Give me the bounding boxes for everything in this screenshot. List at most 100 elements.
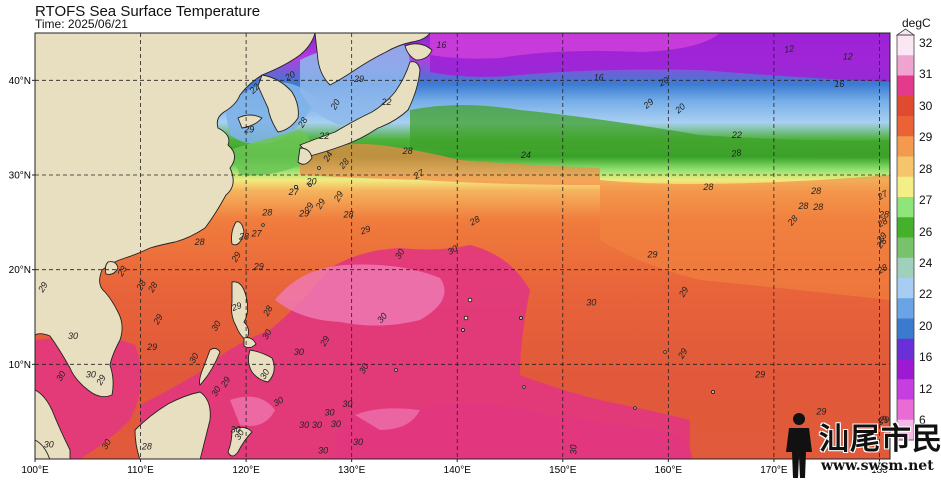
contour-label: 29 — [875, 414, 890, 428]
contour-label: 30 — [586, 298, 596, 308]
contour-label: 29 — [878, 415, 889, 425]
north-magenta — [430, 33, 720, 59]
colorbar-segment — [897, 217, 914, 238]
contour-label: 20 — [282, 69, 297, 83]
contour-label: 30 — [86, 370, 96, 380]
x-tick-label: 140°E — [444, 465, 472, 476]
contour-label: 24 — [520, 150, 531, 160]
contour-label: 12 — [783, 43, 795, 55]
colorbar-unit: degC — [902, 16, 931, 30]
contour-label: 30 — [68, 331, 78, 341]
contour-label: 28 — [875, 262, 890, 276]
colorbar-segment — [897, 176, 914, 198]
contour-label: 30 — [324, 407, 334, 417]
colorbar-segment — [897, 35, 914, 56]
sumatra — [35, 439, 51, 459]
contour-label: 30 — [446, 243, 460, 257]
russia-coast — [314, 33, 431, 86]
contour-label: 28 — [342, 210, 353, 220]
asia-mainland — [35, 33, 316, 398]
contour-label: 30 — [232, 428, 246, 442]
visayas — [243, 337, 257, 349]
contour-label: 29 — [298, 209, 309, 219]
x-tick-label: 100°E — [21, 465, 49, 476]
x-tick-label: 110°E — [127, 465, 154, 476]
contour-label: 30 — [353, 437, 363, 447]
x-tick-label: 160°E — [655, 465, 683, 476]
watermark-chinese: 汕尾市民网 — [819, 422, 941, 457]
contour-label: 29 — [676, 285, 690, 300]
colorbar-label: 28 — [919, 161, 933, 176]
contour-label: 28 — [145, 280, 159, 295]
contour-label: 30 — [331, 419, 341, 429]
contour-label: 29 — [36, 280, 50, 295]
colorbar-segment — [897, 75, 914, 97]
colorbar-segment — [897, 399, 914, 421]
contour-label: 29 — [313, 197, 327, 212]
contour-label: 28 — [238, 231, 249, 241]
contour-label: 30 — [342, 399, 352, 409]
contour-label: 12 — [843, 52, 853, 62]
colorbar-label: 6 — [919, 413, 926, 427]
contour-label: 30 — [393, 247, 407, 261]
contour-label: 28 — [467, 214, 482, 228]
contour-label: 30 — [318, 445, 328, 455]
colorbar-segment — [897, 278, 914, 299]
contour-label: 29 — [754, 370, 765, 380]
contour-label: 22 — [731, 130, 742, 140]
x-tick-label: 150°E — [549, 465, 577, 476]
x-tick-label: 170°E — [760, 465, 788, 476]
east-subtropic — [600, 175, 890, 300]
contour-label: 29 — [229, 300, 243, 313]
colorbar-label: 27 — [919, 193, 933, 208]
colorbar-label: 24 — [919, 255, 933, 270]
colorbar-segment — [897, 379, 914, 400]
east-china-green — [230, 130, 310, 176]
colorbar-label: 20 — [919, 318, 933, 333]
colorbar-label: 29 — [919, 130, 933, 145]
colorbar-label: 32 — [919, 36, 933, 50]
watermark-figure-icon — [786, 413, 812, 478]
japan-kyushu — [297, 147, 313, 165]
colorbar-label: 26 — [919, 224, 933, 239]
x-tick-label: 120°E — [232, 465, 260, 476]
japan-hokkaido — [404, 43, 433, 61]
colorbar-segment — [897, 257, 914, 279]
contour-label: 22 — [318, 131, 329, 141]
watermark-url: www.swsm.net — [821, 458, 934, 474]
contour-label: 29 — [302, 201, 316, 216]
land — [35, 33, 715, 459]
contour-label: 29 — [243, 124, 254, 134]
colorbar-label: 16 — [919, 350, 933, 365]
colorbar-label: 22 — [919, 287, 933, 302]
colorbar-segment — [897, 298, 914, 319]
contour-label: 28 — [810, 186, 821, 196]
contour-label: 29 — [218, 375, 232, 390]
hot-patch-3 — [355, 408, 420, 430]
contour-label: 30 — [99, 437, 113, 451]
colorbar — [895, 28, 916, 441]
watermark: 汕尾市民网 www.swsm.net — [779, 408, 941, 483]
hainan — [104, 261, 119, 275]
contour-label: 30 — [569, 445, 579, 455]
contour-label: 30 — [231, 424, 241, 434]
map-title: RTOFS Sea Surface Temperature — [35, 3, 261, 20]
contour-label: 20 — [656, 75, 671, 89]
luzon — [231, 281, 249, 341]
taiwan — [231, 221, 245, 246]
contour-label: 29 — [229, 250, 243, 265]
contour-label: 16 — [834, 79, 844, 89]
contour-label: 30 — [294, 347, 304, 357]
colorbar-label: 31 — [919, 67, 933, 82]
contour-label: 30 — [258, 367, 272, 381]
contour-label: 28 — [812, 202, 823, 212]
hot-patch-2 — [230, 396, 275, 426]
contour-label: 23 — [115, 264, 129, 279]
malay-peninsula — [35, 389, 71, 459]
y-tick-label: 30°N — [9, 171, 31, 182]
contour-label: 20 — [328, 98, 342, 113]
colorbar-label: 12 — [919, 381, 933, 396]
japan-honshu — [299, 61, 421, 157]
